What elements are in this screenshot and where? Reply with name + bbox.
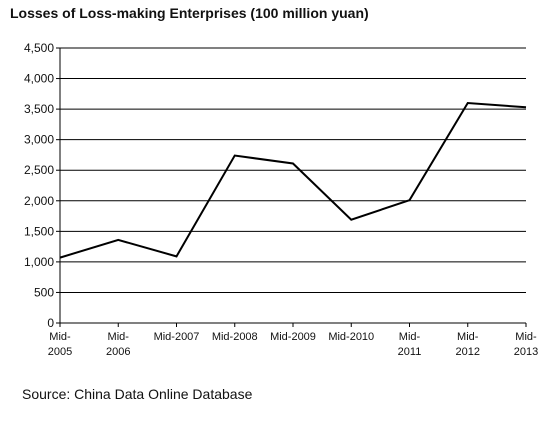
- y-tick-label: 500: [34, 285, 54, 299]
- x-tick-label: Mid-2013: [514, 331, 538, 358]
- x-tick-label: Mid-2011: [398, 331, 422, 358]
- x-tick-label: Mid-2005: [48, 331, 72, 358]
- x-tick-label: Mid-2012: [456, 331, 480, 358]
- axes: [56, 47, 527, 327]
- y-tick-label: 2,500: [24, 163, 54, 177]
- y-tick-label: 4,500: [24, 41, 54, 55]
- x-tick-label: Mid-2006: [106, 331, 130, 358]
- y-tick-label: 3,000: [24, 133, 54, 147]
- chart-title: Losses of Loss-making Enterprises (100 m…: [10, 5, 369, 21]
- y-tick-label: 3,500: [24, 102, 54, 116]
- x-tick-label: Mid-2009: [270, 331, 316, 343]
- y-tick-label: 4,000: [24, 72, 54, 86]
- x-tick-labels: Mid-2005 Mid-2006 Mid-2007 Mid-2008 Mid-2009…: [48, 331, 538, 358]
- series: [59, 101, 527, 259]
- series-line: [59, 101, 527, 259]
- y-tick-labels: 0 500 1,000 1,500 2,000 2,500 3,000 3,500 4,000 4…: [24, 41, 54, 330]
- gridlines: [60, 47, 526, 293]
- x-tick-label: Mid-2010: [328, 331, 374, 343]
- source-note: Source: China Data Online Database: [22, 386, 253, 402]
- x-tick-label: Mid-2007: [154, 331, 200, 343]
- y-tick-label: 2,000: [24, 194, 54, 208]
- y-tick-label: 0: [47, 316, 54, 330]
- y-tick-label: 1,000: [24, 255, 54, 269]
- x-tick-label: Mid-2008: [212, 331, 258, 343]
- y-tick-label: 1,500: [24, 224, 54, 238]
